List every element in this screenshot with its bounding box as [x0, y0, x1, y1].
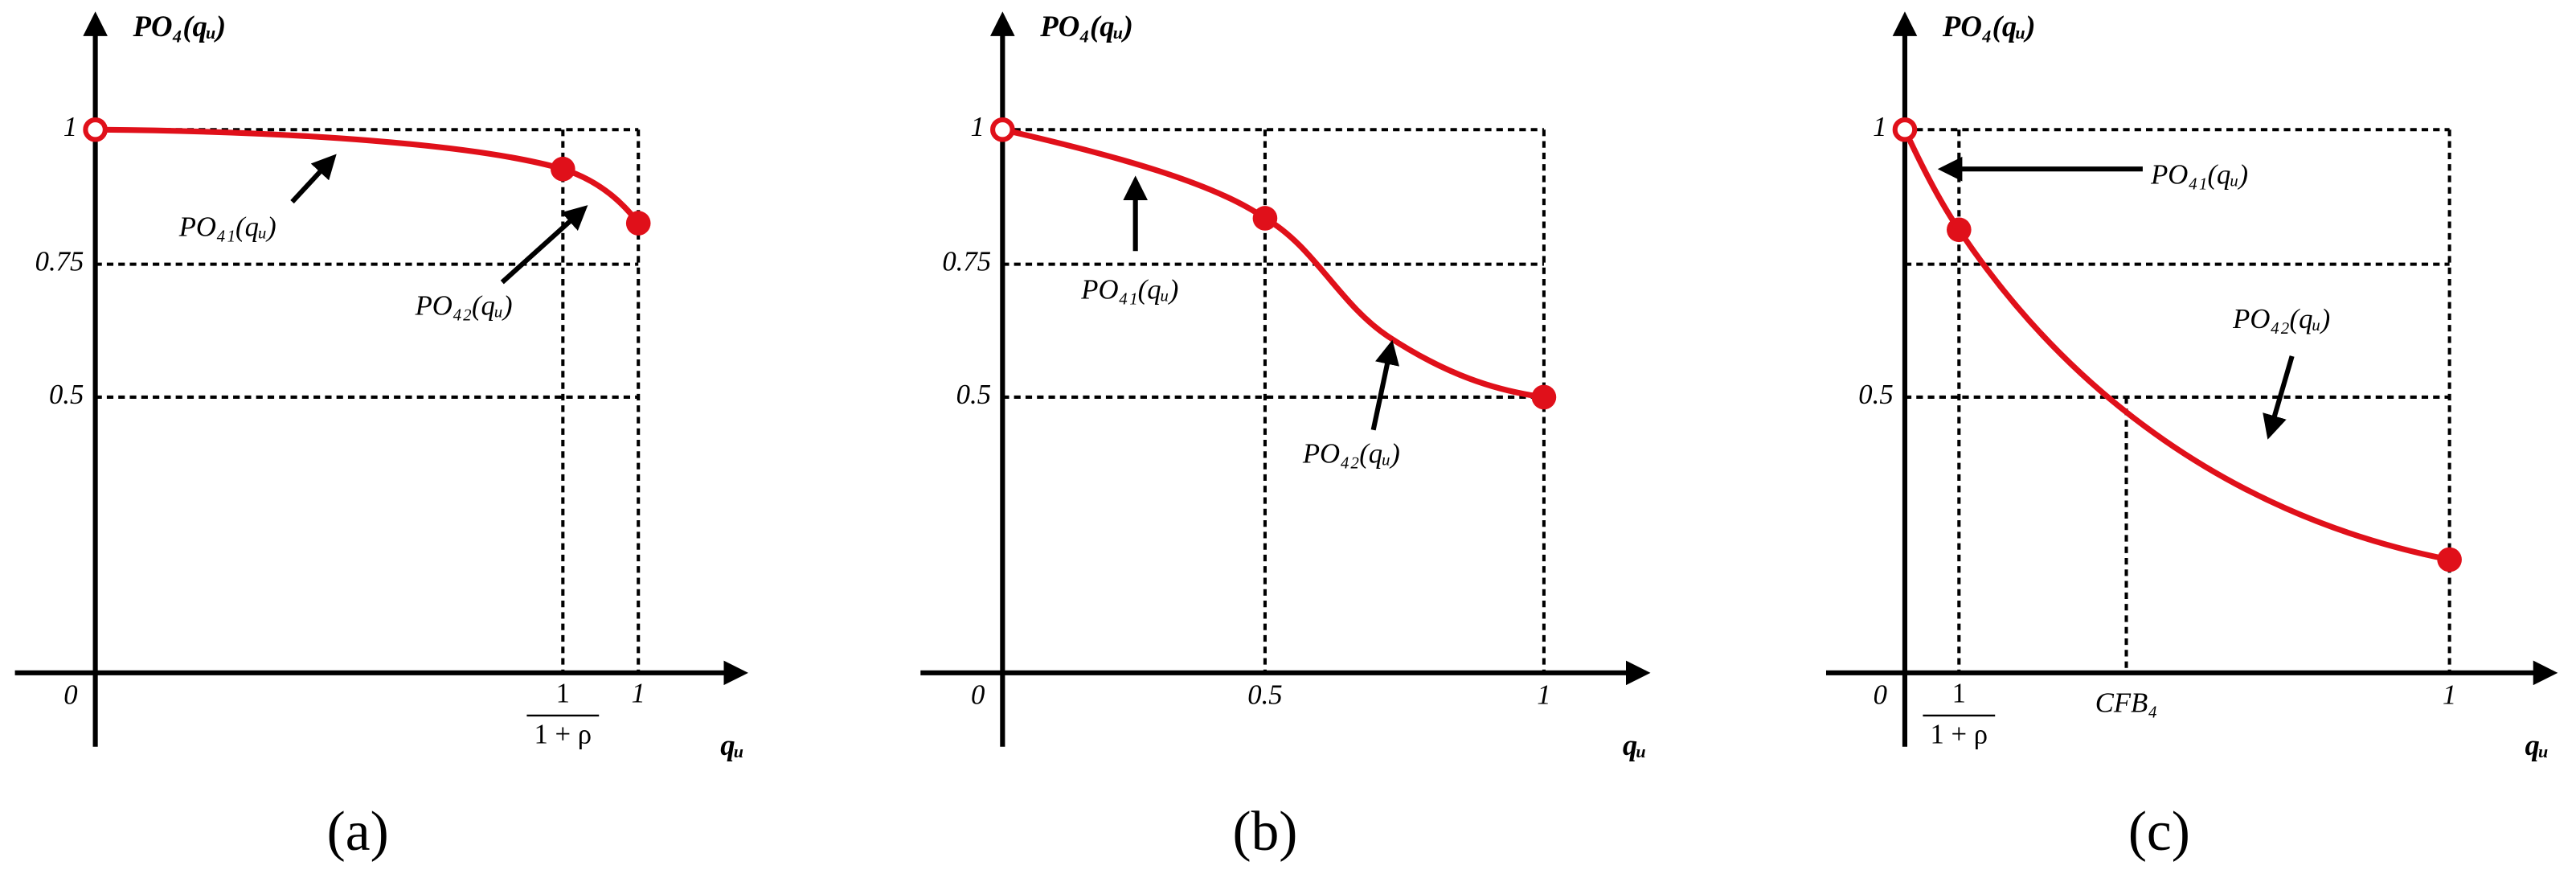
x-tick: 1 — [632, 677, 645, 708]
point — [1947, 217, 1972, 243]
curve-label: PO₄₂(qᵤ) — [1302, 437, 1400, 469]
fraction-denominator: 1 + ρ — [1931, 718, 1988, 749]
x-tick: 1 — [2443, 679, 2456, 710]
y-axis-title: PO₄(qᵤ) — [1942, 10, 2036, 43]
x-axis-title: qᵤ — [720, 728, 743, 761]
point — [1252, 206, 1278, 231]
y-tick: 0.5 — [49, 379, 84, 410]
origin: 0 — [1874, 679, 1887, 710]
y-axis-title: PO₄(qᵤ) — [1039, 10, 1133, 43]
y-tick: 0.5 — [1858, 379, 1893, 410]
fraction-denominator: 1 + ρ — [534, 718, 592, 749]
origin: 0 — [971, 679, 985, 710]
origin: 0 — [63, 679, 77, 710]
point — [2437, 547, 2462, 572]
curve-label: PO₄₂(qᵤ) — [415, 290, 513, 322]
y-tick: 1 — [63, 111, 77, 142]
curve-label: PO₄₁(qᵤ) — [1080, 273, 1178, 305]
curve — [1902, 128, 2451, 563]
open-point — [83, 117, 108, 142]
y-tick: 1 — [1873, 111, 1886, 142]
y-tick: 0.75 — [35, 246, 84, 277]
fraction-numerator: 1 — [556, 677, 570, 708]
grid — [1904, 128, 2451, 673]
x-tick: CFB₄ — [2095, 687, 2158, 719]
curve-label: PO₄₁(qᵤ) — [178, 211, 276, 243]
point — [625, 211, 651, 236]
pointer — [290, 154, 337, 204]
caption: (b) — [1232, 801, 1297, 863]
curve-label: PO₄₁(qᵤ) — [2150, 158, 2248, 190]
y-tick: 1 — [971, 111, 985, 142]
point — [551, 156, 575, 182]
x-tick: 1 — [1537, 679, 1550, 710]
grid — [95, 128, 641, 673]
curve — [1001, 126, 1545, 400]
x-tick: 0.5 — [1247, 679, 1282, 710]
y-tick: 0.5 — [956, 379, 991, 410]
panel-c: PO₄(qᵤ) qᵤ 0 1 0.5 1 1 + ρ CFB₄ 1 PO₄₁(q… — [1825, 10, 2558, 863]
x-axis-title: qᵤ — [1623, 728, 1646, 761]
caption: (a) — [327, 801, 389, 863]
caption: (c) — [2128, 801, 2190, 863]
grid — [1002, 128, 1546, 673]
open-point — [990, 117, 1015, 142]
panel-a: PO₄(qᵤ) qᵤ 0 1 0.75 0.5 1 1 + ρ 1 PO₄₁(q… — [14, 10, 748, 863]
y-tick: 0.75 — [942, 246, 991, 277]
panel-b: PO₄(qᵤ) qᵤ 0 1 0.75 0.5 0.5 1 PO₄₁(qᵤ) P… — [920, 10, 1651, 863]
curve-label: PO₄₂(qᵤ) — [2232, 303, 2330, 334]
curve — [95, 126, 641, 225]
fraction-numerator: 1 — [1952, 677, 1966, 708]
open-point — [1892, 117, 1918, 142]
point — [1531, 384, 1557, 410]
pointer — [2263, 355, 2295, 440]
y-axis-title: PO₄(qᵤ) — [133, 10, 227, 43]
pointer — [1370, 339, 1399, 431]
pointer — [500, 205, 588, 285]
x-axis-title: qᵤ — [2525, 728, 2549, 761]
